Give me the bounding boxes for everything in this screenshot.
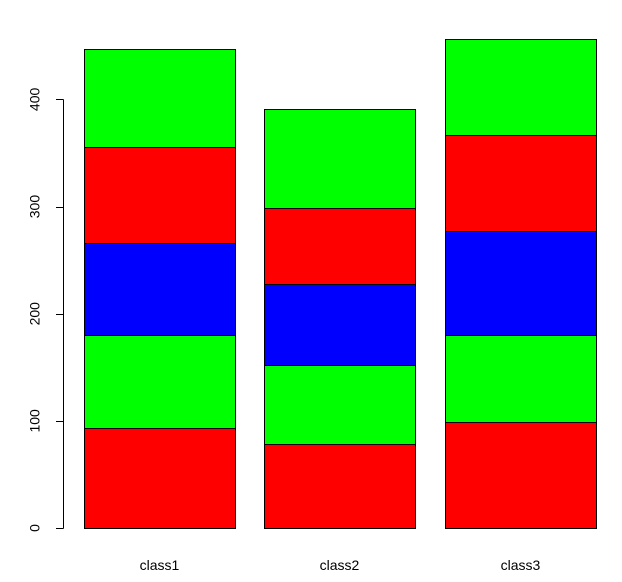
- bar-segment-class1-3: [84, 243, 236, 336]
- y-tick-label-300: 300: [27, 195, 43, 219]
- y-tick-label-200: 200: [27, 302, 43, 326]
- bar-segment-class1-2: [84, 335, 236, 429]
- bar-segment-class3-3: [445, 231, 597, 336]
- y-axis: 0 100 200 300 400: [27, 88, 64, 532]
- x-category-label-class1: class1: [140, 557, 180, 573]
- y-tick-label-100: 100: [27, 409, 43, 433]
- y-tick-label-0: 0: [27, 524, 43, 532]
- bar-segment-class1-5: [84, 49, 236, 148]
- bar-segment-class2-3: [264, 284, 416, 366]
- bar-segment-class3-5: [445, 39, 597, 136]
- bar-segment-class2-4: [264, 208, 416, 285]
- bars-group: [84, 39, 597, 529]
- x-category-label-class2: class2: [320, 557, 360, 573]
- bar-segment-class1-4: [84, 147, 236, 244]
- bar-segment-class3-2: [445, 335, 597, 423]
- bar-segment-class2-5: [264, 109, 416, 209]
- y-tick-label-400: 400: [27, 88, 43, 112]
- bar-segment-class1-1: [84, 428, 236, 529]
- bar-segment-class3-1: [445, 422, 597, 529]
- bar-segment-class2-2: [264, 365, 416, 445]
- x-category-label-class3: class3: [501, 557, 541, 573]
- bar-segment-class3-4: [445, 135, 597, 232]
- bar-segment-class2-1: [264, 444, 416, 529]
- x-axis-labels: class1 class2 class3: [140, 557, 541, 573]
